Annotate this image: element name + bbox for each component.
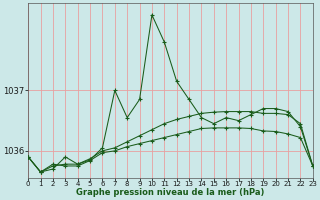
X-axis label: Graphe pression niveau de la mer (hPa): Graphe pression niveau de la mer (hPa) — [76, 188, 265, 197]
